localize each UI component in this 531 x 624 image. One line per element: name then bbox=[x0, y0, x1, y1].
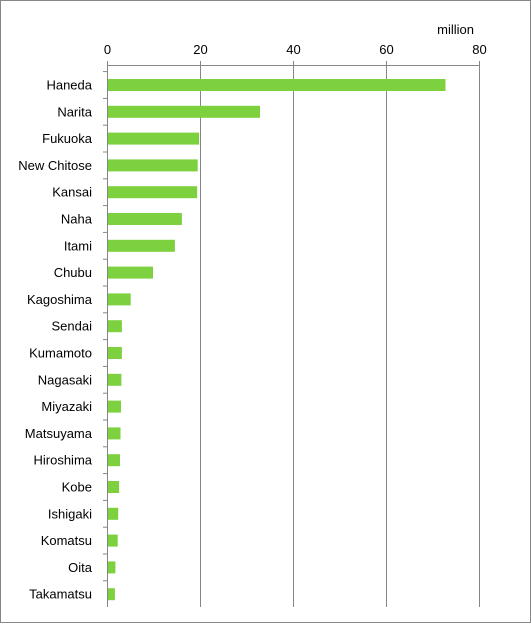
category-label: Naha bbox=[61, 212, 93, 227]
bar bbox=[108, 239, 175, 252]
x-tick-label: 0 bbox=[104, 42, 111, 57]
unit-label: million bbox=[437, 22, 474, 37]
x-tick-label: 60 bbox=[379, 42, 393, 57]
bar bbox=[108, 588, 115, 601]
category-label: Komatsu bbox=[41, 533, 92, 548]
category-label: Itami bbox=[64, 238, 92, 253]
category-label: Narita bbox=[57, 104, 92, 119]
category-label: Miyazaki bbox=[41, 399, 92, 414]
x-tick-label: 20 bbox=[193, 42, 207, 57]
category-label: Ishigaki bbox=[48, 506, 92, 521]
bar bbox=[108, 293, 131, 306]
bars bbox=[108, 79, 446, 601]
bar bbox=[108, 481, 120, 493]
category-label: Haneda bbox=[46, 78, 92, 93]
bar bbox=[108, 132, 200, 145]
category-label: Hiroshima bbox=[33, 453, 92, 468]
category-label: Sendai bbox=[52, 319, 93, 334]
bar bbox=[108, 105, 260, 118]
x-tick-labels: 0 20 40 60 80 bbox=[104, 42, 487, 57]
category-label: Kansai bbox=[52, 185, 92, 200]
category-label: Fukuoka bbox=[42, 131, 93, 146]
bar bbox=[108, 454, 120, 467]
gridlines bbox=[200, 65, 480, 607]
x-tick-label: 80 bbox=[472, 42, 486, 57]
category-label: Kobe bbox=[62, 480, 92, 495]
bar bbox=[108, 266, 153, 279]
bar bbox=[108, 400, 121, 413]
bar bbox=[108, 320, 122, 333]
category-label: Kumamoto bbox=[29, 346, 92, 361]
category-label: Takamatsu bbox=[29, 587, 92, 602]
category-label: Kagoshima bbox=[27, 292, 93, 307]
bar bbox=[108, 427, 121, 440]
axes bbox=[103, 61, 480, 607]
bar bbox=[108, 507, 119, 520]
category-label: Oita bbox=[68, 560, 93, 575]
x-tick-label: 40 bbox=[286, 42, 300, 57]
bar bbox=[108, 373, 122, 386]
category-label: Nagasaki bbox=[38, 372, 92, 387]
category-label: New Chitose bbox=[18, 158, 92, 173]
bar bbox=[108, 159, 198, 172]
bar bbox=[108, 561, 116, 574]
category-label: Matsuyama bbox=[25, 426, 93, 441]
category-label: Chubu bbox=[54, 265, 92, 280]
bar bbox=[108, 347, 122, 359]
bar bbox=[108, 534, 118, 547]
bar bbox=[108, 186, 198, 199]
bar bbox=[108, 213, 182, 225]
y-tick-labels: Haneda Narita Fukuoka New Chitose Kansai Naha… bbox=[18, 78, 92, 602]
bar bbox=[108, 79, 446, 91]
